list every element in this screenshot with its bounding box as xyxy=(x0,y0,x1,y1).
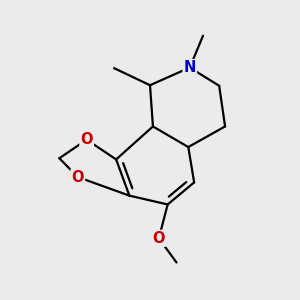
Text: N: N xyxy=(184,60,196,75)
Text: O: O xyxy=(80,132,93,147)
Text: O: O xyxy=(72,169,84,184)
Text: O: O xyxy=(153,231,165,246)
